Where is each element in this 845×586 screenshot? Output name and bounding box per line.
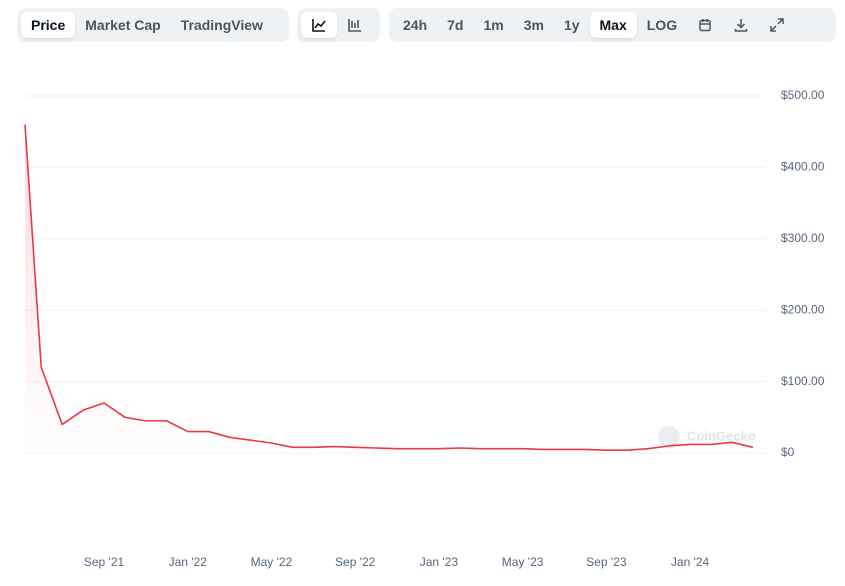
tab-tradingview[interactable]: TradingView	[180, 17, 263, 33]
log-toggle[interactable]: LOG	[646, 17, 678, 33]
x-tick-label: Sep '21	[84, 555, 125, 569]
x-tick-label: May '22	[251, 555, 293, 569]
range-7d[interactable]: 7d	[447, 17, 464, 33]
range-24h[interactable]: 24h	[403, 17, 428, 33]
fullscreen-button[interactable]	[759, 12, 795, 38]
range-1m[interactable]: 1m	[483, 17, 504, 33]
watermark-text: CoinGecko	[687, 428, 756, 443]
range-3m[interactable]: 3m	[523, 17, 544, 33]
calendar-button[interactable]	[687, 12, 723, 38]
watermark: CoinGecko	[658, 426, 756, 448]
x-tick-label: Sep '23	[586, 555, 627, 569]
y-tick-label: $100.00	[781, 374, 825, 388]
x-tick-label: Sep '22	[335, 555, 376, 569]
range-1y[interactable]: 1y	[563, 17, 580, 33]
x-tick-label: May '23	[502, 555, 544, 569]
download-icon	[734, 19, 748, 32]
candle-icon	[348, 19, 361, 32]
view-tabs: Price Market Cap TradingView	[17, 8, 289, 42]
y-tick-label: $200.00	[781, 302, 825, 316]
price-line	[24, 124, 754, 451]
price-area	[25, 124, 753, 453]
y-tick-label: $400.00	[781, 160, 825, 174]
x-tick-label: Jan '24	[671, 555, 710, 569]
y-tick-label: $300.00	[781, 231, 825, 245]
candle-chart-button[interactable]	[337, 12, 373, 38]
line-icon	[312, 19, 326, 32]
chart-style	[297, 8, 380, 42]
range-max[interactable]: Max	[589, 12, 637, 38]
y-tick-label: $0	[781, 445, 795, 459]
line-chart-button[interactable]	[301, 12, 337, 38]
download-button[interactable]	[723, 12, 759, 38]
y-tick-label: $500.00	[781, 88, 825, 102]
tab-price[interactable]: Price	[21, 12, 76, 38]
x-tick-label: Jan '23	[420, 555, 459, 569]
range-buttons: 24h 7d 1m 3m 1y Max LOG	[389, 8, 836, 42]
x-tick-label: Jan '22	[169, 555, 208, 569]
tab-market-cap[interactable]: Market Cap	[85, 17, 161, 33]
calendar-icon	[699, 19, 711, 32]
fullscreen-icon	[770, 18, 784, 32]
